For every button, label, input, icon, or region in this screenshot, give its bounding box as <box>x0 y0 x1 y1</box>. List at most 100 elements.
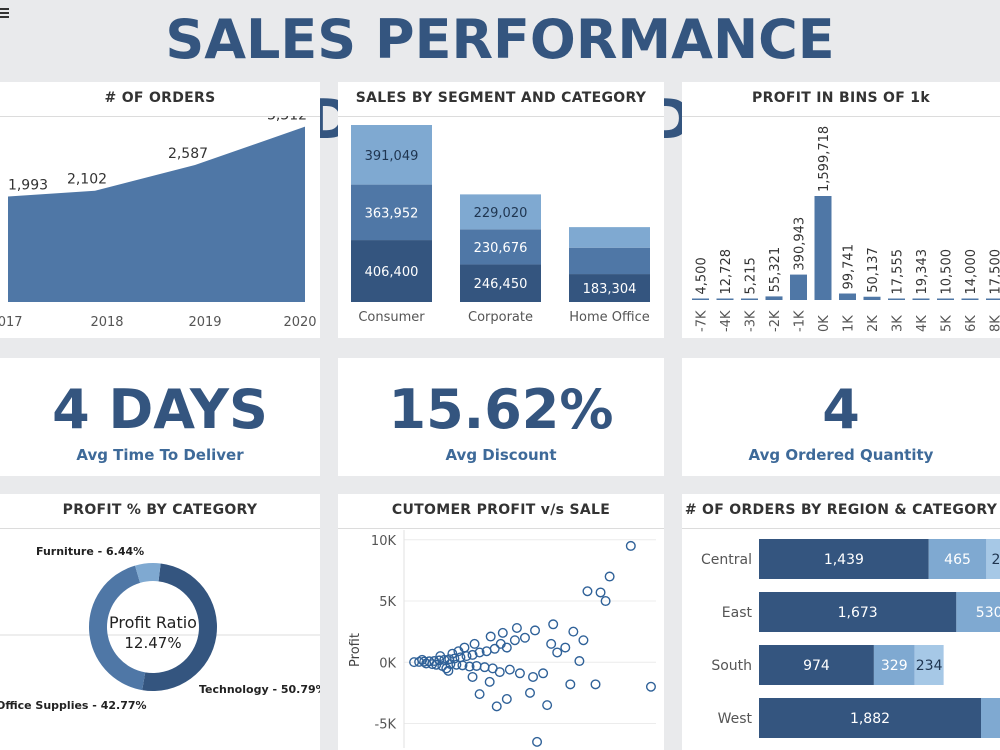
scatter-point <box>542 700 553 711</box>
kpi-discount-value: 15.62% <box>388 378 614 441</box>
scatter-point <box>491 701 502 712</box>
region-data-label: 329 <box>881 658 908 674</box>
bins-bar <box>741 298 758 300</box>
scatter-point <box>495 638 506 649</box>
scatter-point <box>461 651 472 662</box>
bins-x-tick: 2K <box>866 315 881 332</box>
bins-panel-title: PROFIT IN BINS OF 1k <box>682 82 1000 117</box>
scatter-point <box>487 663 498 674</box>
profit-category-panel-title: PROFIT % BY CATEGORY <box>0 494 320 529</box>
bins-data-label: 55,321 <box>768 247 783 293</box>
scatter-point <box>560 642 571 653</box>
orders-area <box>8 126 305 303</box>
scatter-point <box>519 632 530 643</box>
bins-data-label: 390,943 <box>793 217 808 271</box>
orders-area-chart: 1,993 2,102 2,587 3,312 2017 2018 2019 2020 <box>0 116 317 330</box>
orders-panel: # OF ORDERS 1,993 2,102 2,587 3,312 2017 2018… <box>0 82 320 338</box>
segment-data-label: 363,952 <box>365 206 419 221</box>
bins-data-label: 17,555 <box>891 249 906 295</box>
region-stacked-chart: Central1,439465299East1,673530490South97… <box>701 539 1000 738</box>
bins-data-label: 17,500 <box>989 249 1000 295</box>
scatter-point <box>625 540 636 551</box>
region-bar <box>914 645 944 685</box>
segment-panel-title: SALES BY SEGMENT AND CATEGORY <box>338 82 664 117</box>
scatter-point <box>464 661 475 672</box>
donut-slice-label: Office Supplies - 42.77% <box>0 699 147 712</box>
region-bar <box>928 539 987 579</box>
bins-bar <box>814 196 832 300</box>
orders-data-label: 1,993 <box>8 177 48 193</box>
region-data-label: 530 <box>976 605 1000 621</box>
bins-bar-chart: 4,500 -7K 12,728 -4K 5,215 -3K 55,321 -2K 390,94… <box>692 126 1000 332</box>
segment-bar <box>460 194 541 230</box>
profit-donut-chart: Profit Ratio 12.47% Furniture - 6.44% Techn… <box>0 545 320 712</box>
segment-data-label: 183,304 <box>583 282 637 297</box>
scatter-point <box>414 656 425 667</box>
bins-x-tick: -7K <box>695 310 710 332</box>
scatter-point <box>530 625 541 636</box>
kpi-delivery-label: Avg Time To Deliver <box>76 446 244 464</box>
scatter-point <box>590 679 601 690</box>
bins-bar <box>863 296 881 300</box>
bins-bar <box>839 293 856 300</box>
scatter-point <box>437 660 448 671</box>
scatter-point <box>435 651 446 662</box>
segment-data-label: 406,400 <box>365 265 419 280</box>
segment-stacked-chart: 406,400 363,952 391,049 Consumer 246,450 230,… <box>351 125 650 325</box>
bins-x-tick: 1K <box>842 315 857 332</box>
bins-data-label: 5,215 <box>744 257 759 294</box>
scatter-panel-title: CUTOMER PROFIT v/s SALE <box>338 494 664 529</box>
bins-bar <box>692 298 709 300</box>
scatter-point <box>485 631 496 642</box>
scatter-point <box>484 676 495 687</box>
orders-data-label: 2,102 <box>67 172 107 188</box>
scatter-point <box>548 619 559 630</box>
donut-center-label: Profit Ratio <box>109 613 197 632</box>
scatter-point <box>546 638 557 649</box>
scatter-point <box>574 656 585 667</box>
bins-data-label: 10,500 <box>940 249 955 295</box>
orders-x-tick: 2019 <box>188 315 221 330</box>
region-y-tick: South <box>711 658 752 674</box>
kpi-quantity-label: Avg Ordered Quantity <box>748 446 934 464</box>
segment-data-label: 230,676 <box>474 241 528 256</box>
bins-panel: PROFIT IN BINS OF 1k 4,500 -7K 12,728 -4K 5,… <box>682 82 1000 338</box>
region-panel-title: # OF ORDERS BY REGION & CATEGORY <box>682 494 1000 529</box>
bins-data-label: 19,343 <box>915 249 930 295</box>
menu-icon[interactable] <box>0 6 14 20</box>
segment-data-label: 391,049 <box>365 149 419 164</box>
bins-data-label: 99,741 <box>842 244 857 290</box>
bins-x-tick: -3K <box>744 310 759 332</box>
region-data-label: 974 <box>803 658 830 674</box>
bins-x-tick: 3K <box>891 315 906 332</box>
bins-x-tick: 4K <box>915 315 930 332</box>
scatter-point <box>453 646 464 657</box>
scatter-point <box>538 668 549 679</box>
bins-x-tick: 8K <box>989 315 1000 332</box>
bins-x-tick: 5K <box>940 315 955 332</box>
segment-bar <box>351 240 432 302</box>
scatter-y-tick: 5K <box>379 595 396 610</box>
segment-bar <box>569 227 650 248</box>
scatter-point <box>528 671 539 682</box>
region-data-label: 465 <box>944 552 971 568</box>
region-data-label: 234 <box>916 658 943 674</box>
donut-slice <box>142 563 218 692</box>
segment-x-tick: Consumer <box>358 310 425 325</box>
scatter-point <box>501 694 512 705</box>
scatter-point <box>467 649 478 660</box>
profit-category-panel: PROFIT % BY CATEGORY Profit Ratio 12.47% F… <box>0 494 320 750</box>
segment-bar <box>460 229 541 265</box>
bins-data-label: 50,137 <box>866 247 881 293</box>
scatter-point <box>479 662 490 673</box>
kpi-quantity-panel: 4 Avg Ordered Quantity <box>682 358 1000 476</box>
donut-slice <box>135 563 161 583</box>
orders-x-tick: 2018 <box>90 315 123 330</box>
scatter-point <box>471 660 482 671</box>
bins-data-label: 4,500 <box>695 257 710 294</box>
scatter-point <box>595 587 606 598</box>
scatter-point <box>524 687 535 698</box>
region-bar <box>873 645 915 685</box>
region-bar <box>759 698 981 738</box>
region-panel: # OF ORDERS BY REGION & CATEGORY Central… <box>682 494 1000 750</box>
